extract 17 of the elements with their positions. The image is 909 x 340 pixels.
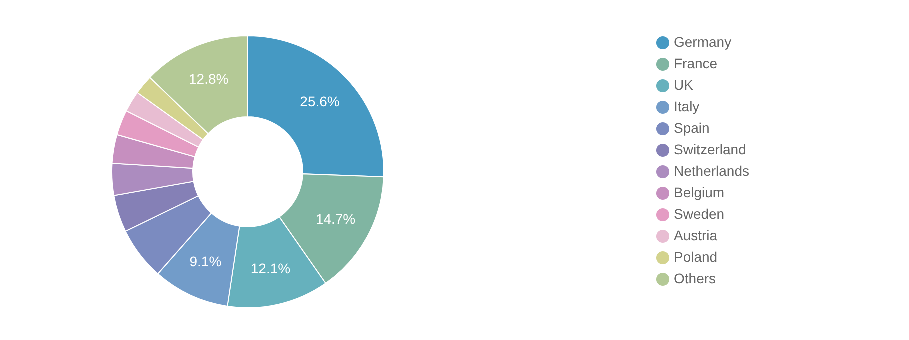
- legend-label: Spain: [674, 120, 710, 136]
- legend-label: Others: [674, 270, 716, 286]
- legend-label: Sweden: [674, 206, 725, 222]
- data-label: 9.1%: [190, 254, 222, 270]
- legend-label: Poland: [674, 249, 718, 265]
- legend-label: Italy: [674, 98, 700, 114]
- data-label: 12.1%: [250, 260, 291, 276]
- legend-label: Austria: [674, 228, 718, 244]
- data-label: 25.6%: [300, 94, 340, 110]
- legend-label: Belgium: [674, 184, 725, 200]
- legend-label: UK: [674, 77, 694, 93]
- data-label: 12.8%: [189, 70, 229, 87]
- legend-label: Netherlands: [674, 163, 750, 179]
- data-label: 14.7%: [316, 210, 356, 227]
- legend-label: Switzerland: [674, 142, 746, 158]
- legend-label: France: [674, 56, 718, 72]
- legend-label: Germany: [674, 34, 732, 50]
